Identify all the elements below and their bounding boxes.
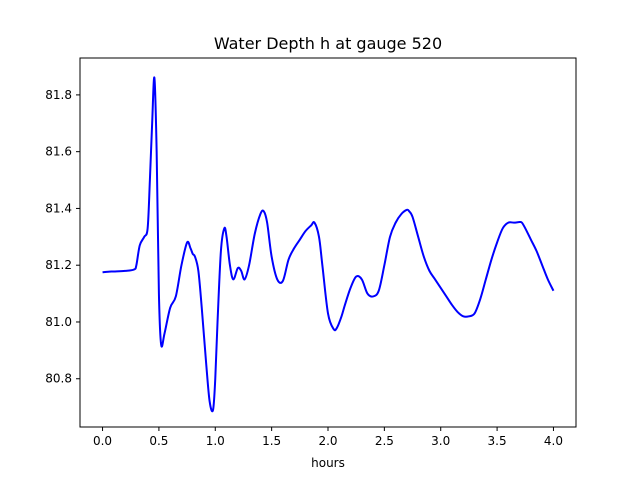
y-tick-label: 81.8 xyxy=(45,88,72,102)
y-tick-label: 81.0 xyxy=(45,315,72,329)
x-tick-label: 2.5 xyxy=(375,434,394,448)
x-tick-label: 1.0 xyxy=(206,434,225,448)
y-tick-label: 81.6 xyxy=(45,145,72,159)
x-tick-label: 2.0 xyxy=(318,434,337,448)
axes-frame xyxy=(79,57,577,428)
y-tick-label: 81.2 xyxy=(45,258,72,272)
x-tick-label: 4.0 xyxy=(544,434,563,448)
x-tick-label: 3.5 xyxy=(488,434,507,448)
series-line xyxy=(102,76,555,413)
x-tick-label: 3.0 xyxy=(431,434,450,448)
x-tick-label: 0.5 xyxy=(149,434,168,448)
x-axis-label: hours xyxy=(311,456,345,470)
chart-title: Water Depth h at gauge 520 xyxy=(214,34,442,53)
y-tick-label: 80.8 xyxy=(45,372,72,386)
x-tick-label: 1.5 xyxy=(262,434,281,448)
x-tick-label: 0.0 xyxy=(93,434,112,448)
y-tick-label: 81.4 xyxy=(45,201,72,215)
